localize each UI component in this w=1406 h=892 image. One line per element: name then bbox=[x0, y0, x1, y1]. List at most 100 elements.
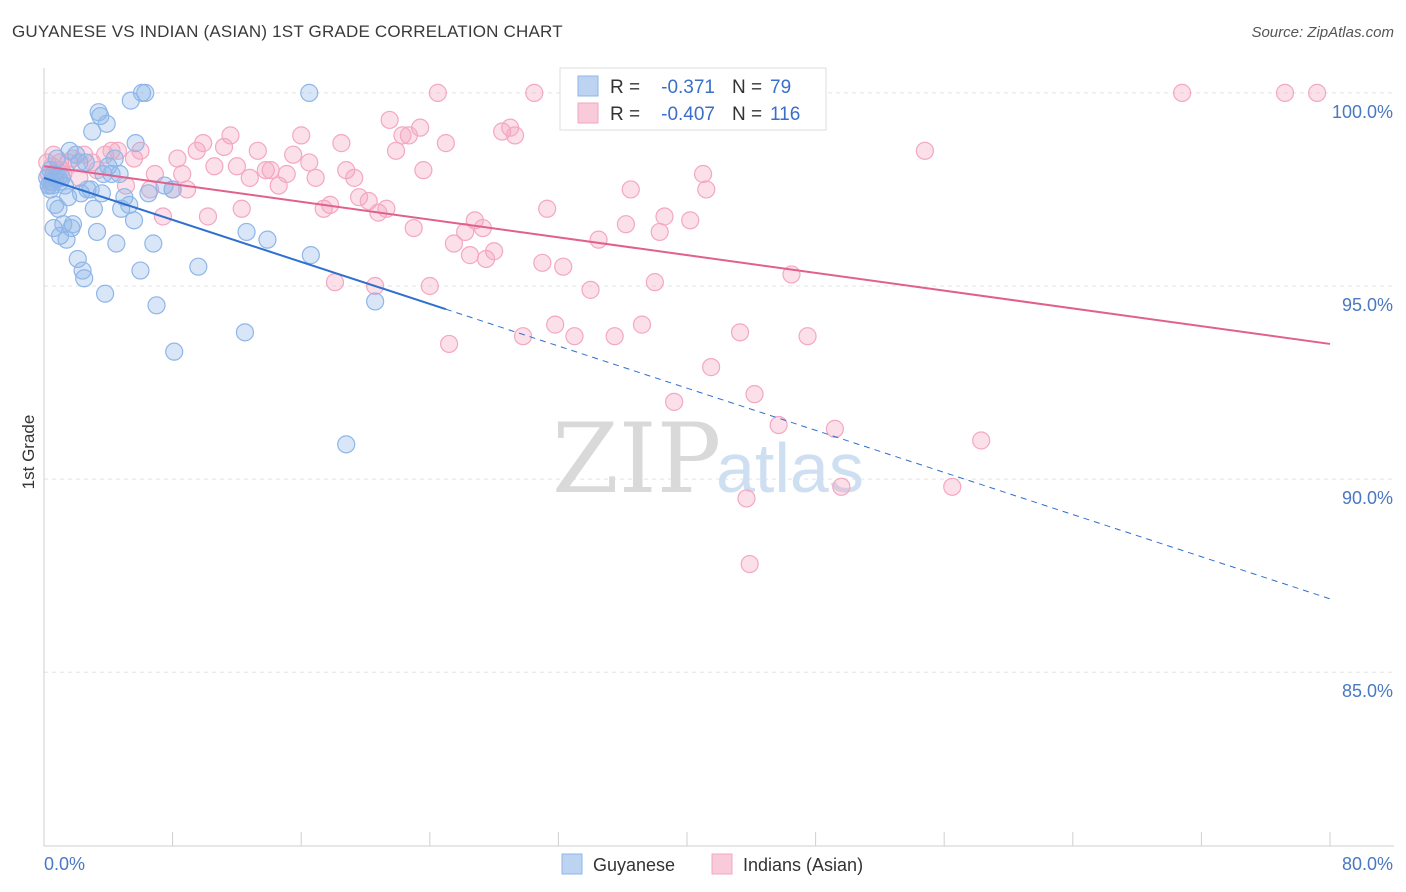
data-point bbox=[972, 431, 991, 450]
data-point bbox=[525, 83, 544, 102]
data-point bbox=[227, 157, 246, 176]
data-point bbox=[589, 230, 608, 249]
data-point bbox=[411, 118, 430, 137]
stats-legend: R = -0.371 N = 79 R = -0.407 N = 116 bbox=[559, 67, 827, 131]
y-tick-label: 95.0% bbox=[1342, 295, 1393, 315]
data-point bbox=[205, 157, 224, 176]
data-point bbox=[105, 149, 124, 168]
data-point bbox=[632, 315, 652, 334]
watermark-zip: ZIP bbox=[552, 403, 721, 515]
data-point bbox=[460, 246, 480, 265]
data-point bbox=[124, 211, 144, 230]
axes bbox=[43, 68, 1394, 847]
data-point bbox=[650, 222, 669, 242]
data-point bbox=[456, 222, 475, 242]
data-point bbox=[83, 122, 102, 141]
bottom-legend: Guyanese Indians (Asian) bbox=[561, 853, 863, 875]
data-point bbox=[332, 134, 351, 153]
data-point bbox=[248, 141, 267, 160]
data-point bbox=[325, 273, 345, 292]
data-point bbox=[107, 234, 126, 253]
x-tick-label: 0.0% bbox=[44, 854, 85, 874]
data-point bbox=[84, 199, 103, 218]
data-point bbox=[1275, 83, 1295, 102]
data-point bbox=[349, 188, 369, 207]
data-point bbox=[702, 358, 721, 377]
data-point bbox=[697, 180, 716, 199]
data-point bbox=[366, 292, 385, 311]
data-point bbox=[444, 234, 464, 253]
data-point bbox=[214, 137, 234, 157]
data-point bbox=[292, 126, 311, 145]
data-point bbox=[915, 141, 935, 160]
legend-swatch bbox=[711, 853, 733, 875]
legend-swatch bbox=[561, 853, 583, 875]
data-point bbox=[621, 180, 640, 199]
data-point bbox=[1308, 83, 1327, 102]
data-point bbox=[345, 168, 364, 187]
scatter-points bbox=[38, 83, 1327, 574]
data-point bbox=[737, 489, 756, 508]
data-point bbox=[284, 145, 303, 164]
data-point bbox=[655, 207, 674, 226]
x-ticks: 0.0% 80.0% bbox=[44, 854, 1393, 874]
data-point bbox=[943, 477, 962, 496]
data-point bbox=[235, 323, 255, 342]
data-point bbox=[189, 257, 208, 276]
data-point bbox=[57, 230, 76, 249]
watermark: ZIP atlas bbox=[552, 403, 864, 515]
data-point bbox=[300, 83, 319, 102]
data-point bbox=[769, 415, 788, 435]
y-tick-label: 100.0% bbox=[1332, 102, 1393, 122]
data-point bbox=[730, 323, 750, 342]
y-ticks: 100.0% 95.0% 90.0% 85.0% bbox=[1332, 102, 1393, 701]
data-point bbox=[95, 284, 115, 303]
data-point bbox=[554, 257, 573, 276]
data-point bbox=[565, 327, 584, 346]
trend-line-guyanese bbox=[43, 176, 447, 311]
data-point bbox=[832, 477, 851, 496]
data-point bbox=[258, 230, 277, 249]
stats-swatch bbox=[577, 102, 599, 124]
data-point bbox=[414, 161, 433, 180]
data-point bbox=[306, 168, 325, 187]
stats-n-label: N = bbox=[732, 77, 762, 98]
data-point bbox=[681, 211, 700, 230]
data-point bbox=[232, 199, 251, 218]
data-point bbox=[68, 249, 87, 269]
data-point bbox=[136, 83, 155, 102]
data-point bbox=[538, 199, 557, 218]
data-point bbox=[513, 327, 533, 346]
data-point bbox=[194, 134, 213, 153]
data-point bbox=[300, 153, 319, 172]
data-point bbox=[126, 134, 145, 153]
data-point bbox=[616, 215, 636, 234]
data-point bbox=[76, 153, 95, 172]
stats-swatch bbox=[577, 75, 599, 97]
chart-title: GUYANESE VS INDIAN (ASIAN) 1ST GRADE COR… bbox=[12, 22, 563, 41]
data-point bbox=[1173, 83, 1192, 102]
data-point bbox=[110, 164, 129, 184]
data-point bbox=[546, 315, 565, 334]
stats-n-label: N = bbox=[732, 104, 762, 125]
data-point bbox=[168, 149, 187, 168]
y-tick-label: 85.0% bbox=[1342, 681, 1393, 701]
data-point bbox=[240, 168, 259, 187]
data-point bbox=[165, 342, 184, 361]
data-point bbox=[420, 276, 439, 296]
data-point bbox=[505, 126, 525, 145]
data-point bbox=[144, 234, 163, 253]
stats-box bbox=[559, 67, 827, 131]
data-point bbox=[404, 218, 423, 238]
data-point bbox=[237, 222, 256, 242]
data-point bbox=[147, 296, 166, 315]
data-point bbox=[97, 114, 116, 133]
stats-n-value: 116 bbox=[770, 104, 800, 125]
data-point bbox=[665, 392, 684, 411]
data-point bbox=[75, 269, 94, 288]
data-point bbox=[173, 164, 192, 184]
trend-lines bbox=[43, 165, 1331, 600]
data-point bbox=[605, 327, 624, 346]
data-point bbox=[645, 273, 664, 292]
y-tick-label: 90.0% bbox=[1342, 488, 1393, 508]
